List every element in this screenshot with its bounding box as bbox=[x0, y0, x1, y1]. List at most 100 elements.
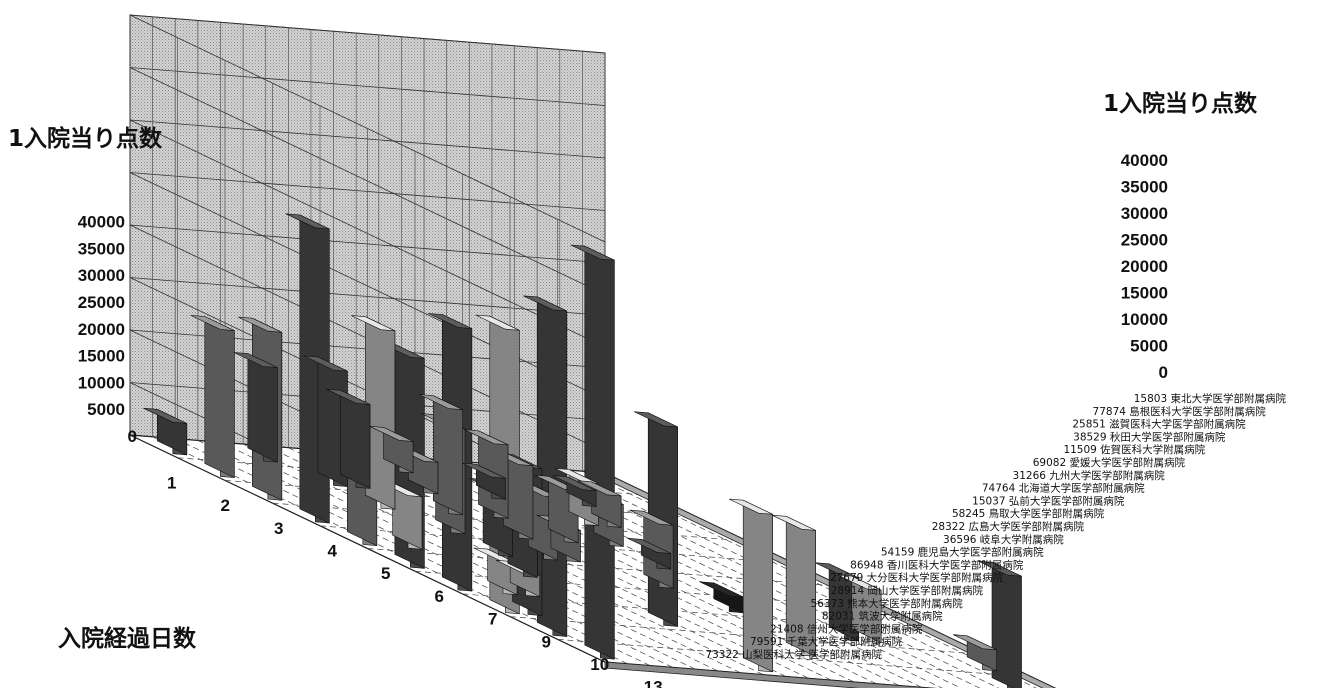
bar-face-top bbox=[554, 468, 599, 484]
hospital-tick: 69082 愛媛大学医学部附属病院 bbox=[1033, 456, 1186, 469]
bar-face-top bbox=[771, 514, 816, 531]
bar-day3-15037 bbox=[419, 394, 464, 516]
bar-face-top bbox=[475, 314, 520, 331]
day-tick: 9 bbox=[542, 632, 551, 651]
bar-day2-31266 bbox=[326, 388, 371, 489]
floor-edge bbox=[604, 661, 936, 688]
bar-face-top bbox=[814, 562, 859, 579]
floor-gridline bbox=[378, 454, 854, 683]
z-tick-left: 5000 bbox=[87, 400, 125, 419]
floor-gridline bbox=[469, 461, 943, 688]
z-tick-right: 40000 bbox=[1121, 151, 1168, 170]
z-tick-left: 0 bbox=[128, 427, 137, 446]
bar-face-top bbox=[238, 316, 282, 333]
day-tick: 13 bbox=[644, 678, 663, 688]
z-tick-right: 20000 bbox=[1121, 257, 1168, 276]
z-tick-left: 35000 bbox=[78, 239, 125, 258]
hospital-tick: 28914 岡山大学医学部附属病院 bbox=[831, 584, 984, 597]
bar-face-side bbox=[247, 353, 278, 463]
z-tick-left: 40000 bbox=[78, 213, 125, 232]
bar-face-top bbox=[369, 426, 414, 442]
hospital-tick: 58245 鳥取大学医学部附属病院 bbox=[952, 507, 1105, 520]
floor-gridline bbox=[446, 460, 922, 688]
bar-day10-36596 bbox=[771, 514, 816, 657]
bar-face-top bbox=[729, 498, 773, 515]
bar-face-top bbox=[233, 352, 278, 368]
floor-gridline bbox=[536, 467, 1000, 688]
bar-face-side bbox=[204, 316, 235, 479]
chart-bars bbox=[143, 213, 1022, 688]
bar-face-top bbox=[285, 213, 330, 230]
z-tick-left: 25000 bbox=[78, 293, 125, 312]
hospital-tick: 38529 秋田大学医学部附属病院 bbox=[1073, 430, 1226, 443]
bar-face-top bbox=[634, 411, 678, 428]
bar-face-top bbox=[699, 581, 744, 598]
floor-gridline bbox=[197, 440, 674, 668]
hospital-tick: 11509 佐賀医科大学附属病院 bbox=[1063, 443, 1205, 456]
bar-face-top bbox=[303, 355, 348, 372]
floor-gridline bbox=[401, 456, 877, 685]
hospital-tick: 31266 九州大学医学部附属病院 bbox=[1013, 469, 1166, 482]
bar-day2-58245 bbox=[394, 446, 439, 495]
bar-day1-28322 bbox=[369, 426, 414, 474]
day-tick: 4 bbox=[328, 541, 338, 560]
bar-face-top bbox=[627, 537, 671, 554]
bar-day5-25851 bbox=[378, 481, 423, 550]
bar-face-top bbox=[577, 480, 622, 497]
hospital-tick: 28322 広島大学医学部附属病院 bbox=[932, 520, 1085, 533]
hospital-tick: 36596 岐阜大学附属病院 bbox=[943, 533, 1064, 546]
floor-gridline bbox=[242, 443, 719, 672]
bar-face-top bbox=[464, 429, 509, 446]
bar-face-top bbox=[143, 407, 187, 424]
bar-face-side bbox=[584, 245, 615, 660]
bar-face-top bbox=[570, 244, 615, 261]
bar-face-side bbox=[432, 395, 464, 516]
bar-day5-86948 bbox=[627, 537, 672, 570]
bar-face-top bbox=[629, 509, 674, 526]
floor-gridline bbox=[152, 436, 628, 665]
bar-day2-56373 bbox=[552, 475, 597, 507]
bar-day13-15803 bbox=[570, 244, 615, 660]
bar-day2-54159 bbox=[462, 462, 507, 500]
day-tick: 7 bbox=[488, 610, 497, 629]
day-tick: 5 bbox=[381, 564, 390, 583]
bar-face-top bbox=[326, 388, 371, 405]
hospital-tick: 27679 大分医科大学医学部附属病院 bbox=[830, 571, 1004, 584]
z-tick-right: 5000 bbox=[1130, 337, 1168, 356]
z-tick-left: 15000 bbox=[78, 347, 125, 366]
bar-face-top bbox=[419, 394, 463, 410]
hospital-tick: 79591 千葉大学医学部附属病院 bbox=[750, 635, 903, 648]
floor-gridline bbox=[491, 463, 962, 688]
bar-face-side bbox=[340, 389, 371, 489]
bar-face-top bbox=[552, 475, 597, 492]
z-axis-title-right: 1入院当り点数 bbox=[1103, 90, 1258, 117]
bar-day7-54159 bbox=[699, 581, 744, 614]
z-tick-right: 30000 bbox=[1121, 204, 1168, 223]
floor-gridline bbox=[582, 470, 1037, 688]
bar-face-top bbox=[952, 634, 997, 651]
bar-face-top bbox=[837, 574, 882, 591]
bar-face-top bbox=[428, 313, 472, 329]
z-tick-left: 20000 bbox=[78, 320, 125, 339]
hospital-tick: 82031 筑波大学附属病院 bbox=[822, 610, 943, 623]
hospital-tick: 15037 弘前大学医学部附属病院 bbox=[972, 494, 1125, 507]
chart-axes: 0500010000150002000025000300003500040000… bbox=[78, 151, 1287, 688]
hospital-tick: 77874 島根医科大学医学部附属病院 bbox=[1093, 405, 1267, 418]
z-tick-left: 30000 bbox=[78, 266, 125, 285]
bar-day10-79591 bbox=[952, 634, 997, 672]
z-tick-right: 10000 bbox=[1121, 310, 1168, 329]
bar-day13-74764 bbox=[729, 498, 773, 673]
day-tick: 2 bbox=[221, 496, 230, 515]
bar-day1-15803 bbox=[143, 407, 188, 456]
bar-face-top bbox=[462, 462, 506, 479]
bar-day13-21408 bbox=[977, 560, 1022, 688]
day-tick: 10 bbox=[590, 655, 609, 674]
hospital-tick: 74764 北海道大学医学部附属病院 bbox=[982, 482, 1145, 495]
hospital-tick: 86948 香川医科大学医学部附属病院 bbox=[850, 558, 1024, 571]
bar-day3-69082 bbox=[351, 315, 396, 510]
hospital-tick: 73322 山梨医科大学 医学部附属病院 bbox=[705, 648, 882, 661]
bar-face-top bbox=[190, 315, 235, 331]
z-tick-right: 25000 bbox=[1121, 231, 1168, 250]
